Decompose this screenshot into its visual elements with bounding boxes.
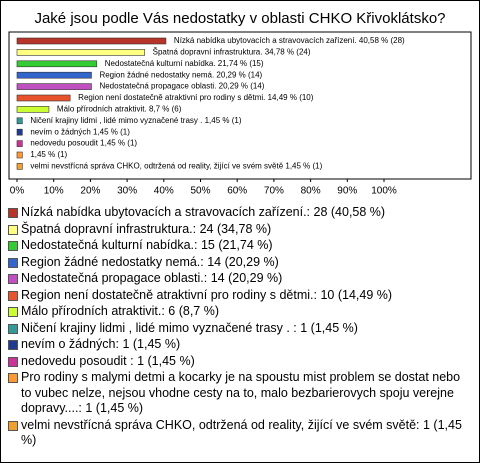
bar [16,163,23,170]
x-tick-label: 0% [10,186,25,197]
bar-label: Region není dostatečně atraktivní pro ro… [78,93,314,102]
x-tick-label: 90% [337,186,357,197]
bar [16,151,23,159]
bar [16,106,50,113]
legend-label: nedovedu posoudit : 1 (1,45 %) [21,353,195,368]
bar-label: Nízká nabídka ubytovacích a stravovacích… [174,36,405,45]
bar-label: Nedostatečná propagace oblasti. 20,29 % … [99,82,264,91]
legend-swatch [8,307,18,317]
legend-label: Málo přírodních atraktivit.: 6 (8,7 %) [21,304,219,318]
legend-swatch [8,340,18,350]
legend-item: Nedostatečná kulturní nabídka.: 15 (21,7… [7,238,469,254]
x-tick-label: 100% [371,186,397,197]
legend-label: Špatná dopravní infrastruktura.: 24 (34,… [21,221,272,236]
chart: Jaké jsou podle Vás nedostatky v oblasti… [8,10,472,197]
legend-item: Málo přírodních atraktivit.: 6 (8,7 %) [7,304,469,320]
x-tick-label: 10% [44,186,64,197]
legend-swatch [8,224,18,235]
legend-item: Region žádné nedostatky nemá.: 14 (20,29… [7,255,469,271]
x-tick-label: 80% [301,186,321,197]
bar [16,94,71,102]
legend-swatch [8,356,18,367]
bar-label: Nedostatečná kulturní nabídka. 21,74 % (… [105,59,264,68]
legend-label: Region není dostatečně atraktivní pro ro… [21,287,393,302]
legend-label: velmi nevstřícná správa CHKO, odtržená o… [21,417,462,448]
bar [16,140,23,147]
legend-swatch [8,323,18,334]
legend-label: Pro rodiny s malymi detmi a kocarky je n… [21,370,461,415]
legend-swatch [8,290,18,301]
bar-label: 1,45 % (1) [30,150,67,159]
bar [16,128,23,136]
legend: Nízká nabídka ubytovacích a stravovacích… [7,205,469,450]
plot-frame [8,31,472,180]
legend-label: Nedostatečná propagace oblasti.: 14 (20,… [21,271,283,285]
bar-label: velmi nevstřícná správa CHKO, odtržená o… [30,162,322,171]
bar [16,37,167,45]
legend-swatch [8,257,18,268]
x-tick-label: 70% [264,186,284,197]
bar [16,71,92,79]
legend-swatch [8,241,18,251]
x-tick-label: 20% [80,186,100,197]
legend-swatch [8,208,18,218]
bar [16,49,145,56]
legend-item: Nedostatečná propagace oblasti.: 14 (20,… [7,271,469,287]
legend-item: velmi nevstřícná správa CHKO, odtržená o… [7,418,469,449]
bar-label: Region žádné nedostatky nemá. 20,29 % (1… [99,70,262,79]
bar-label: nevím o žádných 1,45 % (1) [30,127,130,136]
legend-swatch [8,420,18,431]
legend-item: Ničení krajiny lidmi , lidé mimo vyznače… [7,321,469,337]
bar-label: Ničení krajiny lidmi , lidé mimo vyznače… [30,116,242,125]
legend-item: nevím o žádných: 1 (1,45 %) [7,337,469,353]
legend-item: Špatná dopravní infrastruktura.: 24 (34,… [7,222,469,238]
legend-label: Nedostatečná kulturní nabídka.: 15 (21,7… [21,238,273,252]
x-tick-label: 60% [227,186,247,197]
legend-label: Nízká nabídka ubytovacích a stravovacích… [21,205,386,219]
bar [16,83,92,90]
legend-label: Region žádné nedostatky nemá.: 14 (20,29… [21,254,279,269]
bar-label: Špatná dopravní infrastruktura. 34,78 % … [153,48,311,57]
legend-item: Pro rodiny s malymi detmi a kocarky je n… [7,370,469,417]
x-tick-label: 50% [190,186,210,197]
chart-title: Jaké jsou podle Vás nedostatky v oblasti… [34,10,445,27]
legend-item: Region není dostatečně atraktivní pro ro… [7,288,469,304]
bar-label: nedovedu posoudit 1,45 % (1) [30,139,137,148]
x-tick-label: 40% [154,186,174,197]
bar [16,60,98,68]
legend-label: Ničení krajiny lidmi , lidé mimo vyznače… [21,320,358,335]
legend-item: Nízká nabídka ubytovacích a stravovacích… [7,205,469,221]
x-tick-label: 30% [117,186,137,197]
legend-swatch [8,274,18,284]
legend-label: nevím o žádných: 1 (1,45 %) [21,337,181,351]
legend-item: nedovedu posoudit : 1 (1,45 %) [7,354,469,370]
bar-label: Málo přírodních atraktivit. 8,7 % (6) [57,105,182,114]
bar [16,117,23,125]
legend-swatch [8,373,18,383]
